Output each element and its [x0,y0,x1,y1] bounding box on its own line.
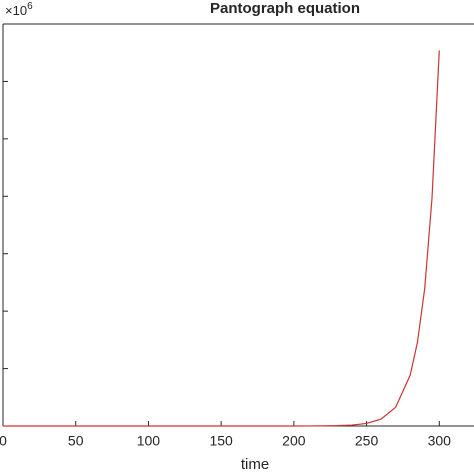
y-multiplier: ×106 [5,1,33,19]
plot-area: 050100150200250300350 [0,23,474,449]
x-axis-label: time [241,456,269,473]
x-tick-label: 100 [137,433,161,449]
x-tick-label: 250 [355,433,379,449]
x-tick-label: 200 [282,433,306,449]
chart-title: Pantograph equation [210,0,360,17]
x-tick-label: 150 [209,433,233,449]
line-series [3,50,440,427]
x-tick-label: 50 [68,433,84,449]
x-tick-label: 0 [0,433,7,449]
multiplier-base: ×10 [5,3,27,18]
multiplier-exponent: 6 [27,1,33,12]
x-tick-label: 300 [428,433,452,449]
